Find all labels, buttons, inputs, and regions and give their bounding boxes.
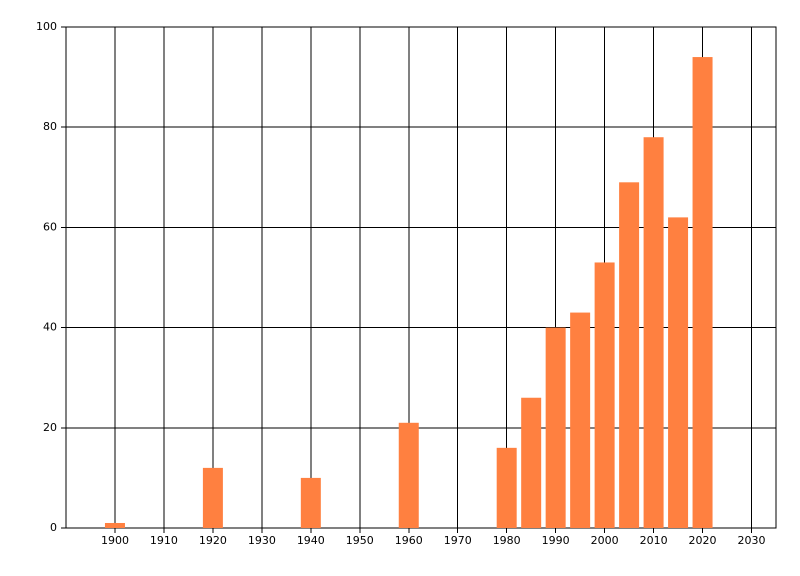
y-tick-label: 20 xyxy=(43,421,57,434)
x-tick-label: 2000 xyxy=(591,534,619,547)
x-tick-label: 1980 xyxy=(493,534,521,547)
y-tick-label: 40 xyxy=(43,321,57,334)
x-tick-label: 2010 xyxy=(640,534,668,547)
x-tick-label: 1930 xyxy=(248,534,276,547)
bar xyxy=(570,312,591,528)
bar xyxy=(643,137,664,528)
bar xyxy=(594,262,615,528)
bar xyxy=(104,522,125,528)
y-tick-label: 100 xyxy=(36,20,57,33)
x-tick-label: 2020 xyxy=(689,534,717,547)
x-tick-label: 1960 xyxy=(395,534,423,547)
bar xyxy=(668,217,689,528)
x-tick-label: 1910 xyxy=(150,534,178,547)
bar xyxy=(521,397,542,528)
bar xyxy=(202,467,223,528)
y-tick-label: 0 xyxy=(50,521,57,534)
y-tick-label: 80 xyxy=(43,120,57,133)
y-tick-label: 60 xyxy=(43,220,57,233)
x-tick-label: 1970 xyxy=(444,534,472,547)
bar xyxy=(496,447,517,528)
bar xyxy=(692,57,713,529)
x-tick-label: 1900 xyxy=(101,534,129,547)
bar xyxy=(619,182,640,528)
x-tick-label: 1940 xyxy=(297,534,325,547)
x-tick-label: 1950 xyxy=(346,534,374,547)
bar xyxy=(545,327,566,528)
x-tick-label: 1990 xyxy=(542,534,570,547)
bar xyxy=(300,477,321,528)
x-tick-label: 1920 xyxy=(199,534,227,547)
x-tick-label: 2030 xyxy=(738,534,766,547)
bar xyxy=(398,422,419,528)
